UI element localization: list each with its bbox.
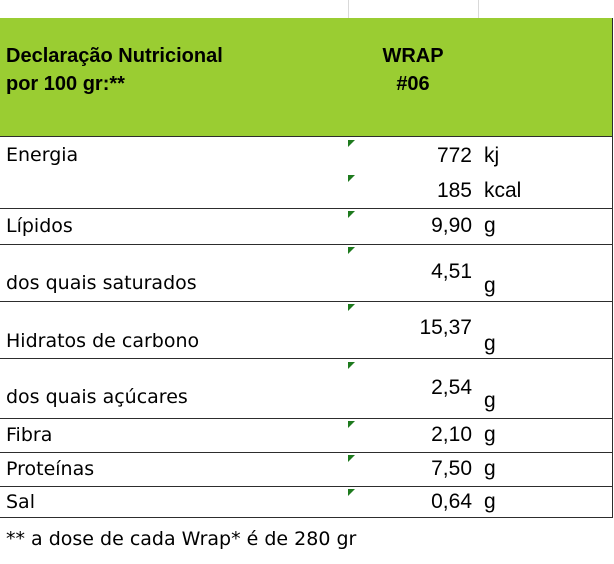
header-product-line1: WRAP — [382, 45, 444, 67]
row-label: Fibra — [6, 424, 53, 446]
gridline — [478, 0, 479, 18]
cell-flag-icon — [348, 175, 355, 182]
table-row-saturados: dos quais saturados 4,51 g — [0, 245, 612, 302]
row-value: 9,90 — [431, 214, 472, 237]
row-unit: g — [484, 490, 496, 513]
gridline — [348, 0, 349, 18]
header-product-line2: #06 — [396, 73, 430, 95]
row-unit: g — [484, 457, 496, 480]
cell-flag-icon — [348, 455, 355, 462]
table-row-energia: Energia 772 kj 185 kcal — [0, 137, 612, 209]
row-unit: g — [484, 274, 496, 297]
table-right-border — [612, 18, 613, 518]
table-header: Declaração Nutricional por 100 gr:** WRA… — [0, 0, 612, 137]
cell-flag-icon — [348, 211, 355, 218]
row-value: 4,51 — [431, 260, 472, 283]
cell-flag-icon — [348, 489, 355, 496]
row-value: 2,54 — [431, 376, 472, 399]
row-label: Sal — [6, 491, 35, 513]
row-unit: g — [484, 332, 496, 355]
header-title: Declaração Nutricional por 100 gr:** — [6, 42, 306, 98]
table-row-sal: Sal 0,64 g — [0, 487, 612, 518]
row-unit: g — [484, 214, 496, 237]
row-value: 0,64 — [431, 490, 472, 513]
row-label: Proteínas — [6, 458, 95, 480]
header-title-line1: Declaração Nutricional — [6, 45, 223, 67]
table-row-lipidos: Lípidos 9,90 g — [0, 209, 612, 245]
cell-flag-icon — [348, 247, 355, 254]
row-value: 772 — [436, 144, 472, 167]
row-value: 185 — [436, 179, 472, 202]
row-label: dos quais açúcares — [6, 386, 188, 408]
footnote: ** a dose de cada Wrap* é de 280 gr — [6, 528, 357, 550]
table-row-acucares: dos quais açúcares 2,54 g — [0, 359, 612, 419]
cell-flag-icon — [348, 421, 355, 428]
row-unit: g — [484, 389, 496, 412]
row-label: Lípidos — [6, 215, 73, 237]
header-title-line2: por 100 gr:** — [6, 73, 125, 95]
row-value: 2,10 — [431, 423, 472, 446]
row-value: 7,50 — [431, 457, 472, 480]
cell-flag-icon — [348, 140, 355, 147]
row-label: Hidratos de carbono — [6, 330, 200, 352]
row-label: dos quais saturados — [6, 272, 197, 294]
row-label: Energia — [6, 144, 79, 166]
row-unit: g — [484, 423, 496, 446]
header-product: WRAP #06 — [352, 42, 474, 98]
row-value: 15,37 — [419, 316, 472, 339]
cell-flag-icon — [348, 362, 355, 369]
table-row-hidratos: Hidratos de carbono 15,37 g — [0, 302, 612, 359]
row-unit: kj — [484, 144, 500, 167]
table-row-proteinas: Proteínas 7,50 g — [0, 453, 612, 487]
top-spreadsheet-strip — [0, 0, 612, 18]
row-unit: kcal — [484, 179, 522, 202]
cell-flag-icon — [348, 304, 355, 311]
table-row-fibra: Fibra 2,10 g — [0, 419, 612, 453]
